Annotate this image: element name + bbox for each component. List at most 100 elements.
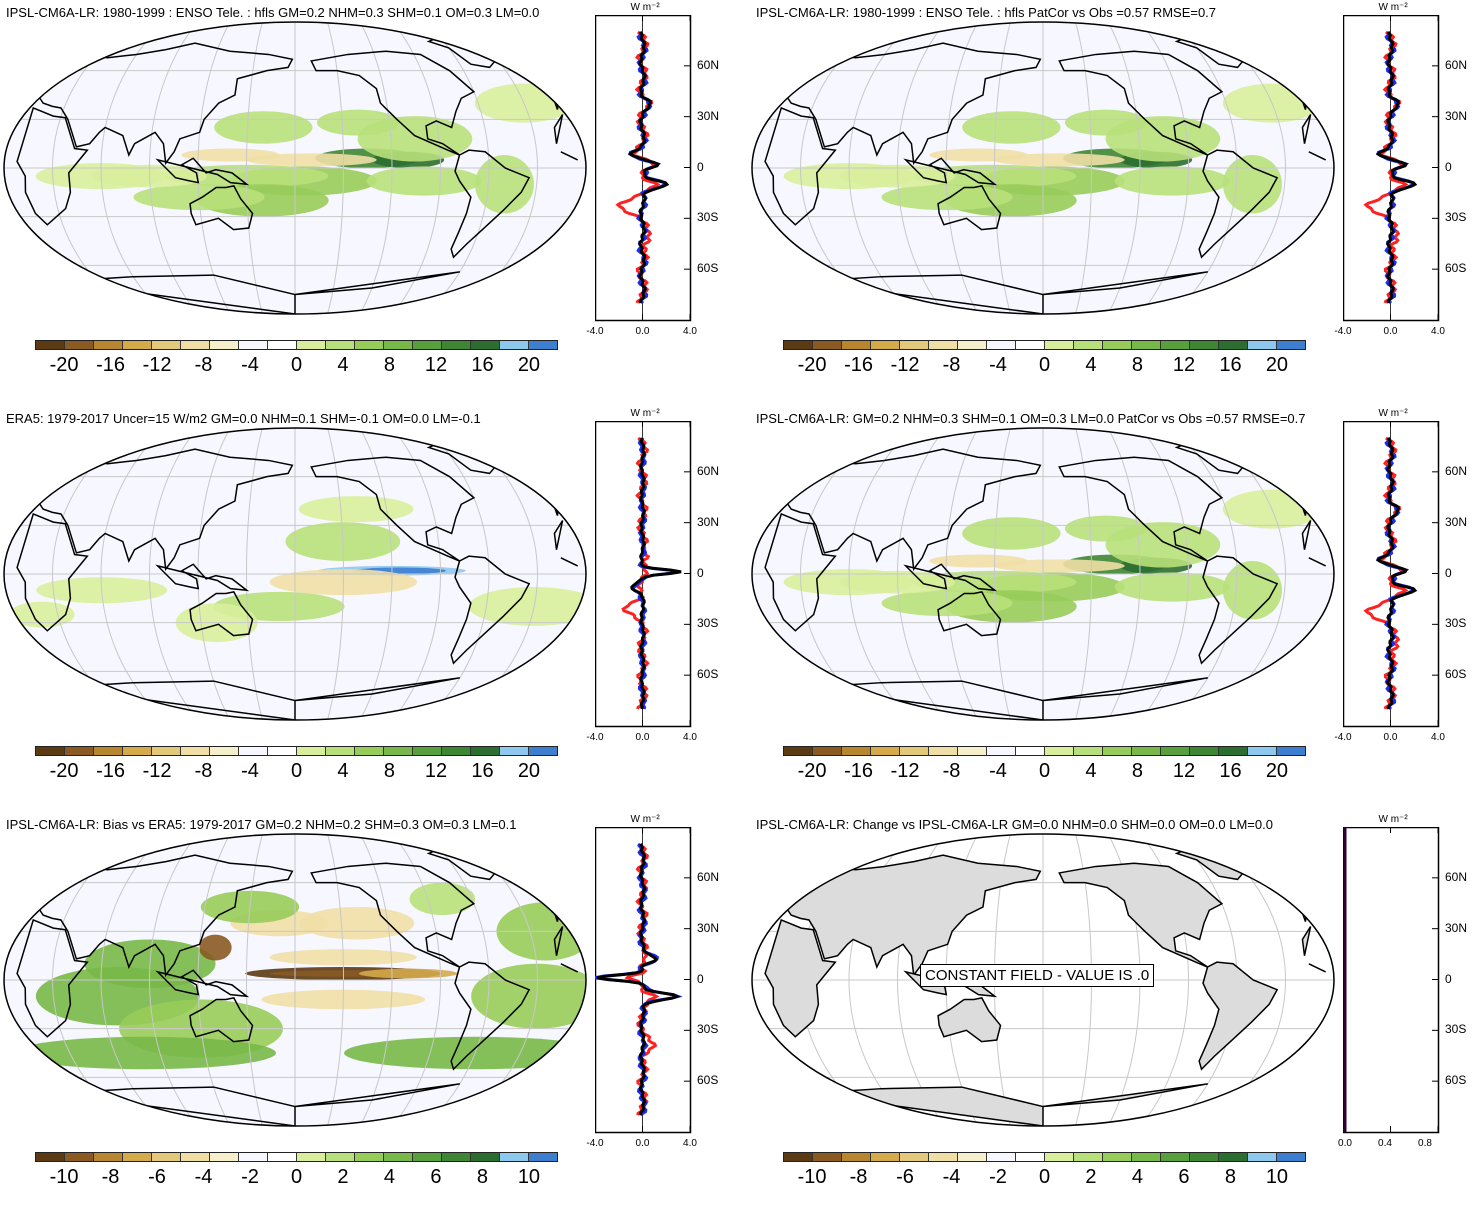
colorbar-label: 12 [1172, 760, 1196, 782]
coastline-antarctica [294, 1083, 460, 1108]
coastline-antarctica [1042, 677, 1208, 702]
colorbar-swatch [326, 1153, 355, 1161]
colorbar-label: 20 [1265, 760, 1289, 782]
colorbar-swatch [1074, 341, 1103, 349]
colorbar-swatch [1016, 341, 1045, 349]
colorbar-swatch [65, 341, 94, 349]
colorbar-swatch [1132, 1153, 1161, 1161]
colorbar-label: 16 [1219, 760, 1242, 782]
coastline-africa [16, 512, 89, 632]
coastline-africa [553, 520, 564, 550]
field-anomaly [366, 166, 482, 196]
colorbar-swatch [442, 1153, 471, 1161]
lat-label: 60S [1445, 667, 1467, 682]
colorbar-swatch [152, 341, 181, 349]
coastline-eurasia [773, 42, 1042, 166]
graticule-lon [1205, 834, 1287, 1126]
colorbar-swatch [326, 341, 355, 349]
colorbar-swatch [529, 341, 557, 349]
zonal-series-black [596, 843, 681, 1116]
colorbar-swatch [500, 1153, 529, 1161]
colorbar-swatch [900, 341, 929, 349]
colorbar-swatch [210, 1153, 239, 1161]
colorbar-label: -4 [989, 354, 1007, 376]
world-map [3, 833, 587, 1127]
coastline-africa [560, 557, 579, 567]
zonal-xtick-label: 0.8 [1418, 1138, 1432, 1149]
lat-label: 30S [1445, 1022, 1467, 1037]
graticule-lon [424, 428, 490, 720]
colorbar-swatch [181, 341, 210, 349]
colorbar-swatch [297, 1153, 326, 1161]
colorbar-label: 20 [517, 760, 541, 782]
colorbar-label: 8 [383, 760, 396, 782]
zonal-xtick-label: 0.0 [1383, 326, 1398, 337]
world-map [3, 427, 587, 721]
colorbar-label: 4 [337, 354, 349, 376]
graticule-lon [799, 22, 881, 314]
lat-label: 60S [697, 261, 719, 276]
colorbar-swatch [471, 1153, 500, 1161]
zonal-xtick-label: -4.0 [1334, 326, 1352, 337]
colorbar-swatch [1219, 747, 1248, 755]
coastline-australia [189, 590, 254, 637]
graticule-lon [148, 22, 198, 314]
colorbar-swatch [813, 747, 842, 755]
graticule-lon [100, 428, 166, 720]
colorbar-swatch [326, 747, 355, 755]
coastline-antarctica [57, 274, 296, 314]
lat-label: 60N [1445, 57, 1468, 72]
graticule-lon [100, 22, 166, 314]
lat-label: 60N [697, 463, 720, 478]
zonal-frame [1343, 827, 1440, 1134]
colorbar-swatch [987, 1153, 1016, 1161]
lat-label: 0 [697, 159, 704, 174]
field-anomaly [1222, 155, 1282, 214]
colorbar-label: -12 [142, 760, 172, 782]
zonal-units: W m⁻² [1378, 408, 1408, 419]
colorbar-swatch [900, 1153, 929, 1161]
lat-label: 30S [697, 1022, 719, 1037]
colorbar-label: 4 [1085, 760, 1097, 782]
lat-label: 30S [697, 210, 719, 225]
colorbar-swatch [500, 341, 529, 349]
colorbar-swatch [929, 341, 958, 349]
colorbar-label: 2 [1085, 1166, 1097, 1188]
lat-label: 60N [1445, 869, 1468, 884]
colorbar-swatch [355, 747, 384, 755]
colorbar-swatch [123, 1153, 152, 1161]
graticule-lon [197, 834, 231, 1126]
coastline-north-america [1058, 50, 1224, 156]
lat-label: 0 [1445, 971, 1452, 986]
graticule-lon [359, 22, 393, 314]
colorbar-label: 16 [471, 760, 494, 782]
colorbar-swatch [1277, 747, 1305, 755]
graticule-lon [1205, 428, 1287, 720]
colorbar-swatch [181, 1153, 210, 1161]
coastline-indonesia [903, 157, 998, 186]
field-anomaly [929, 148, 1028, 162]
graticule-lon [1140, 22, 1190, 314]
lat-label: 60S [1445, 1073, 1467, 1088]
colorbar-label: 8 [1131, 354, 1144, 376]
colorbar-label: 16 [1219, 354, 1242, 376]
coastline-africa [560, 151, 579, 161]
coastline-indonesia [155, 563, 250, 592]
zonal-series-black [1375, 436, 1418, 710]
panel-title: IPSL-CM6A-LR: GM=0.2 NHM=0.3 SHM=0.1 OM=… [756, 411, 1306, 426]
colorbar-swatch [94, 341, 123, 349]
graticule-lon [197, 428, 231, 720]
lat-label: 30N [1445, 920, 1468, 935]
lat-label: 0 [697, 971, 704, 986]
zonal-units: W m⁻² [630, 2, 660, 13]
graticule-lon [148, 428, 198, 720]
panel-title: IPSL-CM6A-LR: 1980-1999 : ENSO Tele. : h… [6, 5, 540, 20]
field-anomaly [1064, 515, 1147, 542]
field-anomaly [298, 496, 414, 523]
graticule-lon [424, 22, 490, 314]
colorbar-swatch [210, 341, 239, 349]
coastline-antarctica [57, 1086, 296, 1126]
colorbar-swatch [268, 747, 297, 755]
zonal-xtick-label: -4.0 [1334, 732, 1352, 743]
colorbar-label: 4 [1131, 1166, 1144, 1188]
